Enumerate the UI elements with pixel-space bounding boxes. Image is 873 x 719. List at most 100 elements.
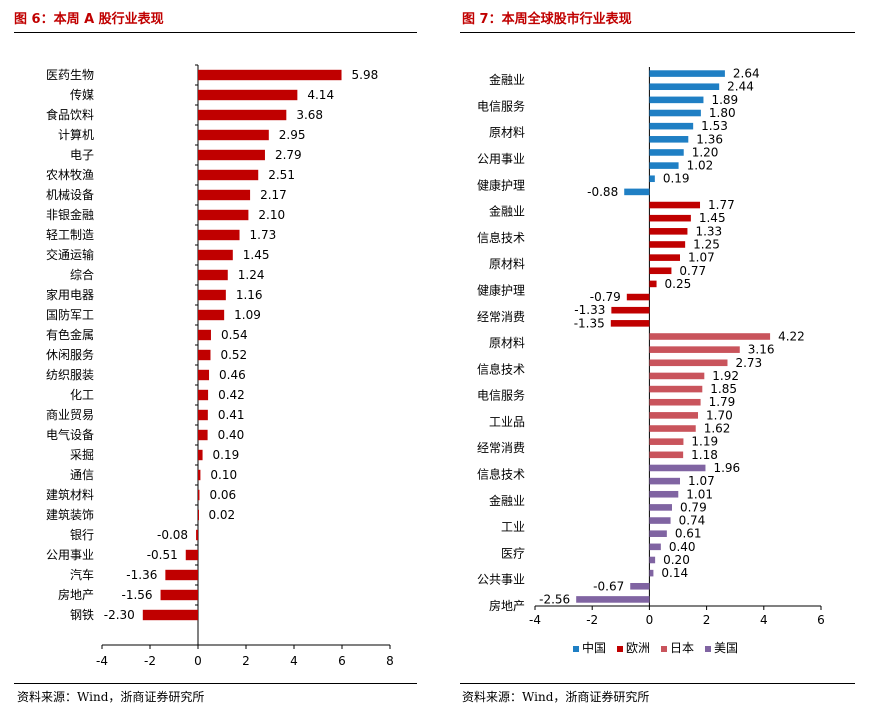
right-bar-us	[576, 596, 650, 603]
left-bar	[198, 249, 233, 261]
left-value-label: 0.41	[218, 408, 245, 422]
right-value-label: -2.56	[539, 592, 570, 606]
right-value-label: 1.07	[688, 474, 715, 488]
legend-swatch-cn	[573, 646, 579, 652]
right-bar-jp	[649, 333, 771, 340]
right-bar-cn	[624, 188, 650, 196]
right-value-label: 1.25	[693, 237, 720, 251]
right-bar-cn	[649, 162, 679, 169]
left-category-label: 银行	[70, 528, 94, 542]
left-category-label: 建筑材料	[46, 487, 94, 502]
left-category-label: 建筑装饰	[46, 507, 94, 522]
left-bar	[198, 89, 298, 101]
right-value-label: -0.67	[593, 579, 624, 593]
left-value-label: 0.42	[218, 388, 245, 402]
left-value-label: -1.36	[126, 568, 157, 582]
left-value-label: 0.46	[219, 368, 246, 382]
right-bar-jp	[649, 438, 684, 445]
left-bar	[196, 529, 198, 541]
left-x-tick-label: 8	[386, 654, 394, 668]
legend-swatch-us	[705, 646, 711, 652]
left-bar	[198, 129, 269, 141]
left-title-rule	[14, 32, 417, 33]
left-bar	[198, 69, 342, 81]
left-value-label: 2.17	[260, 188, 287, 202]
left-value-label: -0.08	[157, 528, 188, 542]
left-category-label: 钢铁	[70, 608, 94, 622]
left-value-label: 0.54	[221, 328, 248, 342]
right-category-label: 医疗	[501, 546, 525, 560]
left-value-label: 2.95	[279, 128, 306, 142]
left-value-label: -2.30	[104, 608, 135, 622]
right-bar-cn	[649, 122, 694, 130]
right-value-label: 0.20	[663, 553, 690, 567]
left-category-label: 国防军工	[46, 307, 94, 322]
right-value-label: 1.53	[701, 119, 728, 133]
right-bar-us	[649, 477, 681, 485]
left-bar	[185, 549, 198, 561]
right-value-label: 1.80	[709, 106, 736, 120]
left-bar	[198, 489, 200, 501]
left-bar	[198, 329, 211, 341]
left-bar	[142, 609, 198, 621]
left-bar	[198, 449, 203, 461]
right-value-label: 1.79	[709, 395, 736, 409]
left-value-label: 0.52	[220, 348, 247, 362]
right-value-label: 3.16	[748, 343, 775, 357]
right-bar-eu	[649, 241, 686, 248]
right-value-label: 1.45	[699, 211, 726, 225]
right-bar-cn	[649, 83, 720, 91]
right-category-label: 健康护理	[477, 282, 525, 297]
right-category-label: 原材料	[489, 126, 525, 140]
right-bar-us	[649, 517, 671, 524]
right-value-label: 0.61	[675, 527, 702, 541]
left-category-label: 家用电器	[46, 287, 94, 302]
right-bar-cn	[649, 136, 689, 143]
legend-swatch-jp	[661, 646, 667, 652]
right-bar-cn	[649, 96, 704, 104]
right-bar-eu	[610, 320, 650, 327]
right-x-tick-label: -2	[586, 613, 598, 627]
left-value-label: 2.10	[258, 208, 285, 222]
right-bar-cn	[649, 149, 684, 156]
left-category-label: 食品饮料	[46, 107, 94, 122]
right-value-label: 1.20	[692, 145, 719, 159]
left-value-label: 0.10	[210, 468, 237, 482]
right-bar-us	[649, 490, 679, 498]
left-category-label: 商业贸易	[46, 407, 94, 422]
left-value-label: 0.40	[218, 428, 245, 442]
right-source-note: 资料来源：Wind，浙商证券研究所	[462, 690, 650, 704]
right-bar-jp	[649, 385, 703, 393]
left-category-label: 公用事业	[46, 548, 94, 562]
legend-label-us: 美国	[714, 641, 738, 655]
left-category-label: 电子	[70, 148, 94, 162]
right-bar-eu	[626, 293, 650, 301]
right-value-label: 0.74	[679, 514, 706, 528]
left-value-label: 1.73	[250, 228, 277, 242]
left-bar	[198, 269, 228, 281]
right-bar-jp	[649, 359, 728, 367]
right-x-tick-label: 0	[646, 613, 654, 627]
left-x-tick-label: -4	[96, 654, 108, 668]
right-value-label: 1.07	[688, 251, 715, 265]
left-bar	[198, 409, 208, 421]
left-category-label: 传媒	[70, 87, 94, 102]
left-bar	[198, 149, 265, 161]
left-value-label: 0.02	[208, 508, 235, 522]
right-category-label: 经常消费	[477, 441, 525, 455]
right-category-label: 经常消费	[477, 310, 525, 324]
right-bar-cn	[649, 175, 655, 183]
right-value-label: 0.25	[665, 277, 692, 291]
left-category-label: 轻工制造	[46, 228, 94, 242]
left-source-rule	[14, 683, 417, 684]
right-category-label: 工业品	[489, 415, 525, 429]
left-category-label: 有色金属	[46, 327, 94, 342]
legend-label-cn: 中国	[582, 640, 606, 655]
right-value-label: 2.73	[735, 356, 762, 370]
right-bar-eu	[649, 254, 681, 261]
right-category-label: 公用事业	[477, 152, 525, 166]
left-x-tick-label: 4	[290, 654, 298, 668]
left-bar	[198, 209, 249, 221]
right-bar-us	[649, 504, 672, 511]
